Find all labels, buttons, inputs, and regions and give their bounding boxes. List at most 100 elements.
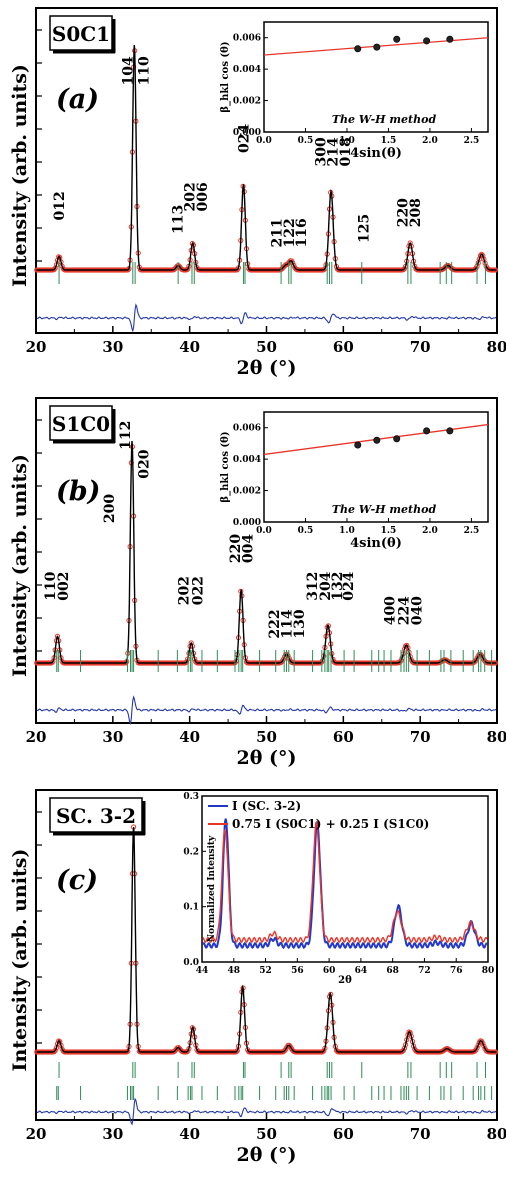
hkl-label: 220 bbox=[396, 198, 412, 227]
hkl-label: 104 bbox=[120, 56, 136, 85]
x-tick-label: 70 bbox=[410, 338, 431, 356]
hkl-label: 114 bbox=[280, 609, 296, 638]
inset-x-label: 4sin(θ) bbox=[350, 146, 402, 161]
inset-x-tick-label: 0.0 bbox=[256, 136, 272, 146]
inset-x-tick-label: 72 bbox=[418, 966, 431, 976]
inset-y-tick-label: 0.002 bbox=[233, 97, 261, 107]
inset-y-tick-label: 0.2 bbox=[183, 847, 199, 857]
wh-point bbox=[423, 37, 431, 45]
inset-x-tick-label: 0.5 bbox=[298, 526, 314, 536]
observed-point bbox=[475, 1042, 481, 1048]
inset-x-tick-label: 60 bbox=[323, 966, 336, 976]
hkl-label: 024 bbox=[341, 571, 357, 600]
sample-label: S1C0 bbox=[52, 412, 110, 436]
inset-frame bbox=[201, 795, 489, 963]
observed-point bbox=[480, 1040, 486, 1046]
x-tick-label: 30 bbox=[102, 728, 123, 746]
x-tick-label: 70 bbox=[410, 1125, 431, 1143]
observed-point bbox=[290, 260, 296, 266]
hkl-label: 220 bbox=[228, 534, 244, 563]
y-axis-label: Intensity (arb. units) bbox=[9, 454, 31, 677]
inset-title: The W-H method bbox=[332, 113, 437, 126]
hkl-label: 222 bbox=[267, 609, 283, 638]
x-tick-label: 30 bbox=[102, 1125, 123, 1143]
inset-x-tick-label: 0.0 bbox=[256, 526, 272, 536]
x-tick-label: 40 bbox=[179, 728, 200, 746]
inset-x-tick-label: 48 bbox=[228, 966, 241, 976]
sample-label: SC. 3-2 bbox=[56, 804, 136, 828]
wh-point bbox=[373, 43, 381, 51]
hkl-label: 018 bbox=[338, 137, 354, 166]
hkl-label: 202 bbox=[177, 576, 193, 605]
wh-point bbox=[446, 427, 454, 435]
observed-point bbox=[321, 1048, 327, 1054]
hkl-label: 224 bbox=[396, 596, 412, 625]
sample-label-box bbox=[49, 797, 143, 833]
wh-point bbox=[373, 436, 381, 444]
legend-label: 0.75 I (S0C1) + 0.25 I (S1C0) bbox=[232, 817, 429, 831]
hkl-label: 130 bbox=[292, 609, 308, 638]
panel-2: 20 30 40 50 60 70 80 2θ (°) Intensity (arb. unit… bbox=[9, 397, 506, 769]
wh-point bbox=[354, 45, 362, 53]
difference-series bbox=[36, 303, 497, 333]
comparison-inset: 44 48 52 56 60 64 68 72 76 80 0.0 0.1 0.2 0.3 I (SC. 3… bbox=[183, 792, 494, 986]
wh-point bbox=[446, 35, 454, 43]
inset-y-label: β_hkl cos (θ) bbox=[220, 431, 231, 502]
sample-label: S0C1 bbox=[52, 22, 110, 46]
inset-x-tick-label: 2.5 bbox=[464, 136, 480, 146]
inset-y-tick-label: 0.006 bbox=[233, 424, 261, 434]
inset-x-tick-label: 68 bbox=[386, 966, 399, 976]
inset-x-label: 4sin(θ) bbox=[350, 536, 402, 551]
inset-x-label: 2θ bbox=[338, 975, 352, 986]
hkl-label: 200 bbox=[102, 494, 118, 523]
difference-series bbox=[36, 1097, 497, 1126]
inset-y-label: β_hkl cos (θ) bbox=[220, 41, 231, 112]
hkl-label: 040 bbox=[409, 596, 425, 625]
calculated-series bbox=[36, 44, 497, 271]
observed-point bbox=[52, 1047, 58, 1054]
inset-x-tick-label: 52 bbox=[259, 966, 272, 976]
observed-point bbox=[407, 240, 413, 246]
wh-point bbox=[423, 427, 431, 435]
hkl-label: 012 bbox=[52, 191, 68, 220]
hkl-label: 110 bbox=[43, 571, 59, 600]
inset-x-tick-label: 2.0 bbox=[422, 526, 438, 536]
inset-y-tick-label: 0.004 bbox=[233, 65, 261, 75]
x-tick-label: 60 bbox=[333, 728, 354, 746]
wh-inset: 0.0 0.5 1.0 1.5 2.0 2.5 0.000 0.002 0.004 0.006 Th… bbox=[220, 411, 489, 551]
hkl-label: 400 bbox=[382, 596, 398, 625]
inset-y-tick-label: 0.004 bbox=[233, 455, 261, 465]
inset-y-label: Normalized Intensity bbox=[207, 835, 217, 942]
observed-point bbox=[404, 642, 410, 649]
inset-y-tick-label: 0.000 bbox=[233, 518, 261, 528]
hkl-label: 204 bbox=[318, 571, 334, 600]
hkl-label: 024 bbox=[237, 124, 253, 153]
calculated-series bbox=[36, 826, 497, 1053]
x-tick-label: 50 bbox=[256, 728, 277, 746]
inset-y-tick-label: 0.3 bbox=[183, 792, 199, 802]
panel-1: 20 30 40 50 60 70 80 2θ (°) Intensity (arb. unit… bbox=[9, 7, 506, 379]
inset-x-tick-label: 64 bbox=[355, 966, 368, 976]
x-axis-label: 2θ (°) bbox=[237, 1144, 297, 1166]
x-tick-label: 20 bbox=[26, 1125, 47, 1143]
hkl-label: 208 bbox=[408, 198, 424, 227]
x-axis-label: 2θ (°) bbox=[237, 747, 297, 769]
inset-x-tick-label: 1.5 bbox=[381, 526, 397, 536]
inset-x-tick-label: 2.0 bbox=[422, 136, 438, 146]
inset-x-tick-label: 0.5 bbox=[298, 136, 314, 146]
hkl-label: 312 bbox=[305, 572, 321, 601]
x-tick-label: 60 bbox=[333, 1125, 354, 1143]
inset-x-tick-label: 80 bbox=[482, 966, 495, 976]
hkl-label: 116 bbox=[294, 218, 310, 247]
inset-x-tick-label: 44 bbox=[196, 966, 209, 976]
observed-point bbox=[184, 659, 190, 665]
wh-inset: 0.0 0.5 1.0 1.5 2.0 2.5 0.000 0.002 0.004 0.006 Th… bbox=[220, 21, 489, 161]
observed-point bbox=[474, 1045, 480, 1051]
x-axis-label: 2θ (°) bbox=[237, 357, 297, 379]
panel-tag: (a) bbox=[56, 84, 99, 115]
x-tick-label: 80 bbox=[487, 338, 506, 356]
hkl-label: 132 bbox=[330, 572, 346, 601]
inset-x-tick-label: 76 bbox=[450, 966, 463, 976]
observed-point bbox=[185, 266, 191, 272]
x-tick-label: 20 bbox=[26, 338, 47, 356]
